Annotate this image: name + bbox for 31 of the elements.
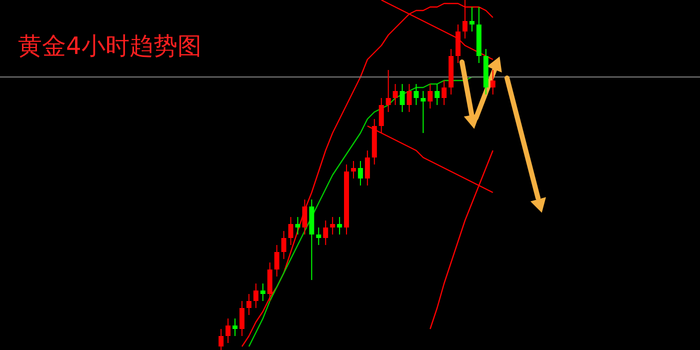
candlestick [406,84,412,112]
candlestick [400,84,405,112]
candlestick [420,90,426,134]
candlestick [253,283,258,308]
candlestick [260,283,266,302]
candlestick [337,216,342,235]
candlestick [428,84,433,109]
candlestick [288,216,294,246]
candlestick [358,160,363,186]
candlestick [302,199,308,235]
candlestick [386,70,391,112]
candlestick [226,318,231,344]
candlestick [316,227,322,246]
candlestick [295,216,300,235]
candlestick [281,230,286,260]
candlestick [364,150,370,186]
candlestick [246,294,252,316]
candlestick [350,160,356,179]
candlestick [232,318,238,336]
candlestick [323,220,328,246]
candlestick [442,80,447,106]
candlestick [392,84,398,106]
candlestick [239,300,244,336]
candlestick [490,70,496,95]
candlestick [218,328,224,350]
text: 黄金4小时趋势图 [18,32,202,60]
candlestick [330,216,336,235]
candlestick [469,6,474,32]
candlestick [434,84,440,106]
candlestick [414,84,419,106]
candlestick [274,244,280,277]
